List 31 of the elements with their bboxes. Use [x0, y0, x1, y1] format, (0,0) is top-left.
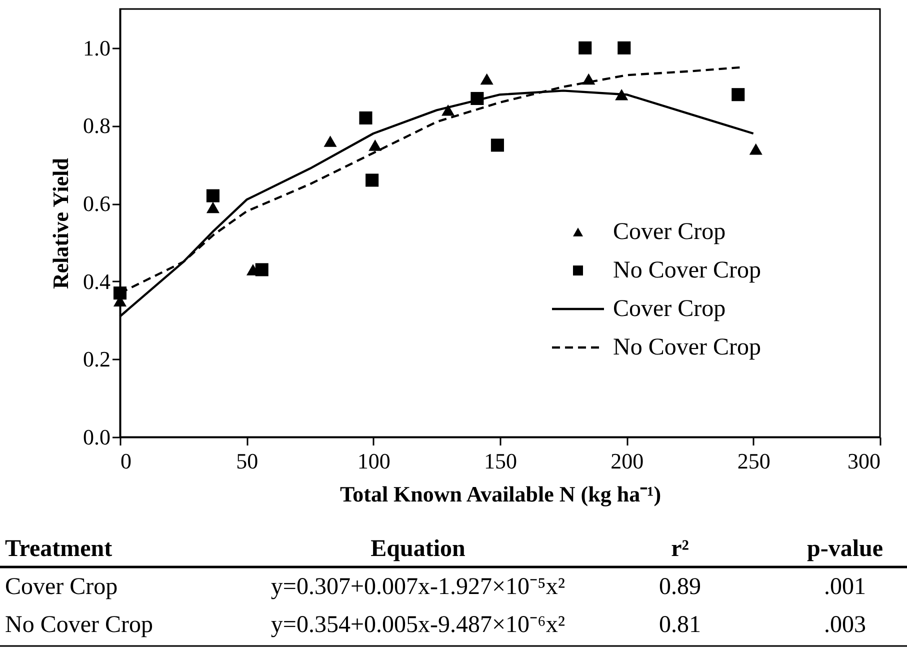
text: y=0.307+0.007x-1.927×10⁻⁵x²: [270, 574, 566, 600]
x-tick-label: 0: [120, 448, 132, 474]
text: p-value: [806, 536, 884, 562]
text: .001: [824, 574, 866, 600]
y-tick-label: 0.0: [83, 424, 110, 450]
text: y=0.354+0.005x-9.487×10⁻⁶x²: [270, 612, 566, 638]
y-tick-label: 0.6: [83, 191, 110, 216]
text: .003: [824, 612, 866, 638]
y-tick-label: 0.4: [83, 268, 110, 294]
x-tick-label: 250: [737, 448, 770, 474]
y-tick-label: 1.0: [83, 35, 110, 60]
x-tick-label: 100: [357, 448, 390, 474]
x-tick-label: 50: [236, 448, 258, 474]
x-axis-title: Total Known Available N (kg ha⁻¹): [340, 482, 662, 506]
text: No Cover Crop: [5, 612, 153, 638]
text: Treatment: [5, 536, 112, 562]
legend-label: No Cover Crop: [613, 334, 761, 360]
legend-label: Cover Crop: [613, 296, 726, 322]
text: Cover Crop: [5, 574, 118, 600]
y-tick-label: 0.2: [83, 346, 110, 372]
x-tick-label: 300: [848, 448, 880, 474]
x-tick-label: 150: [484, 448, 517, 474]
legend-label: No Cover Crop: [613, 258, 761, 284]
y-tick-label: 0.8: [83, 113, 110, 138]
text: r²: [671, 536, 689, 562]
x-tick-label: 200: [610, 448, 644, 474]
legend-label: Cover Crop: [613, 219, 726, 245]
y-axis-title: Relative Yield: [48, 158, 73, 289]
text: 0.81: [659, 612, 701, 638]
text: Equation: [370, 536, 466, 562]
text: 0.89: [659, 574, 701, 600]
